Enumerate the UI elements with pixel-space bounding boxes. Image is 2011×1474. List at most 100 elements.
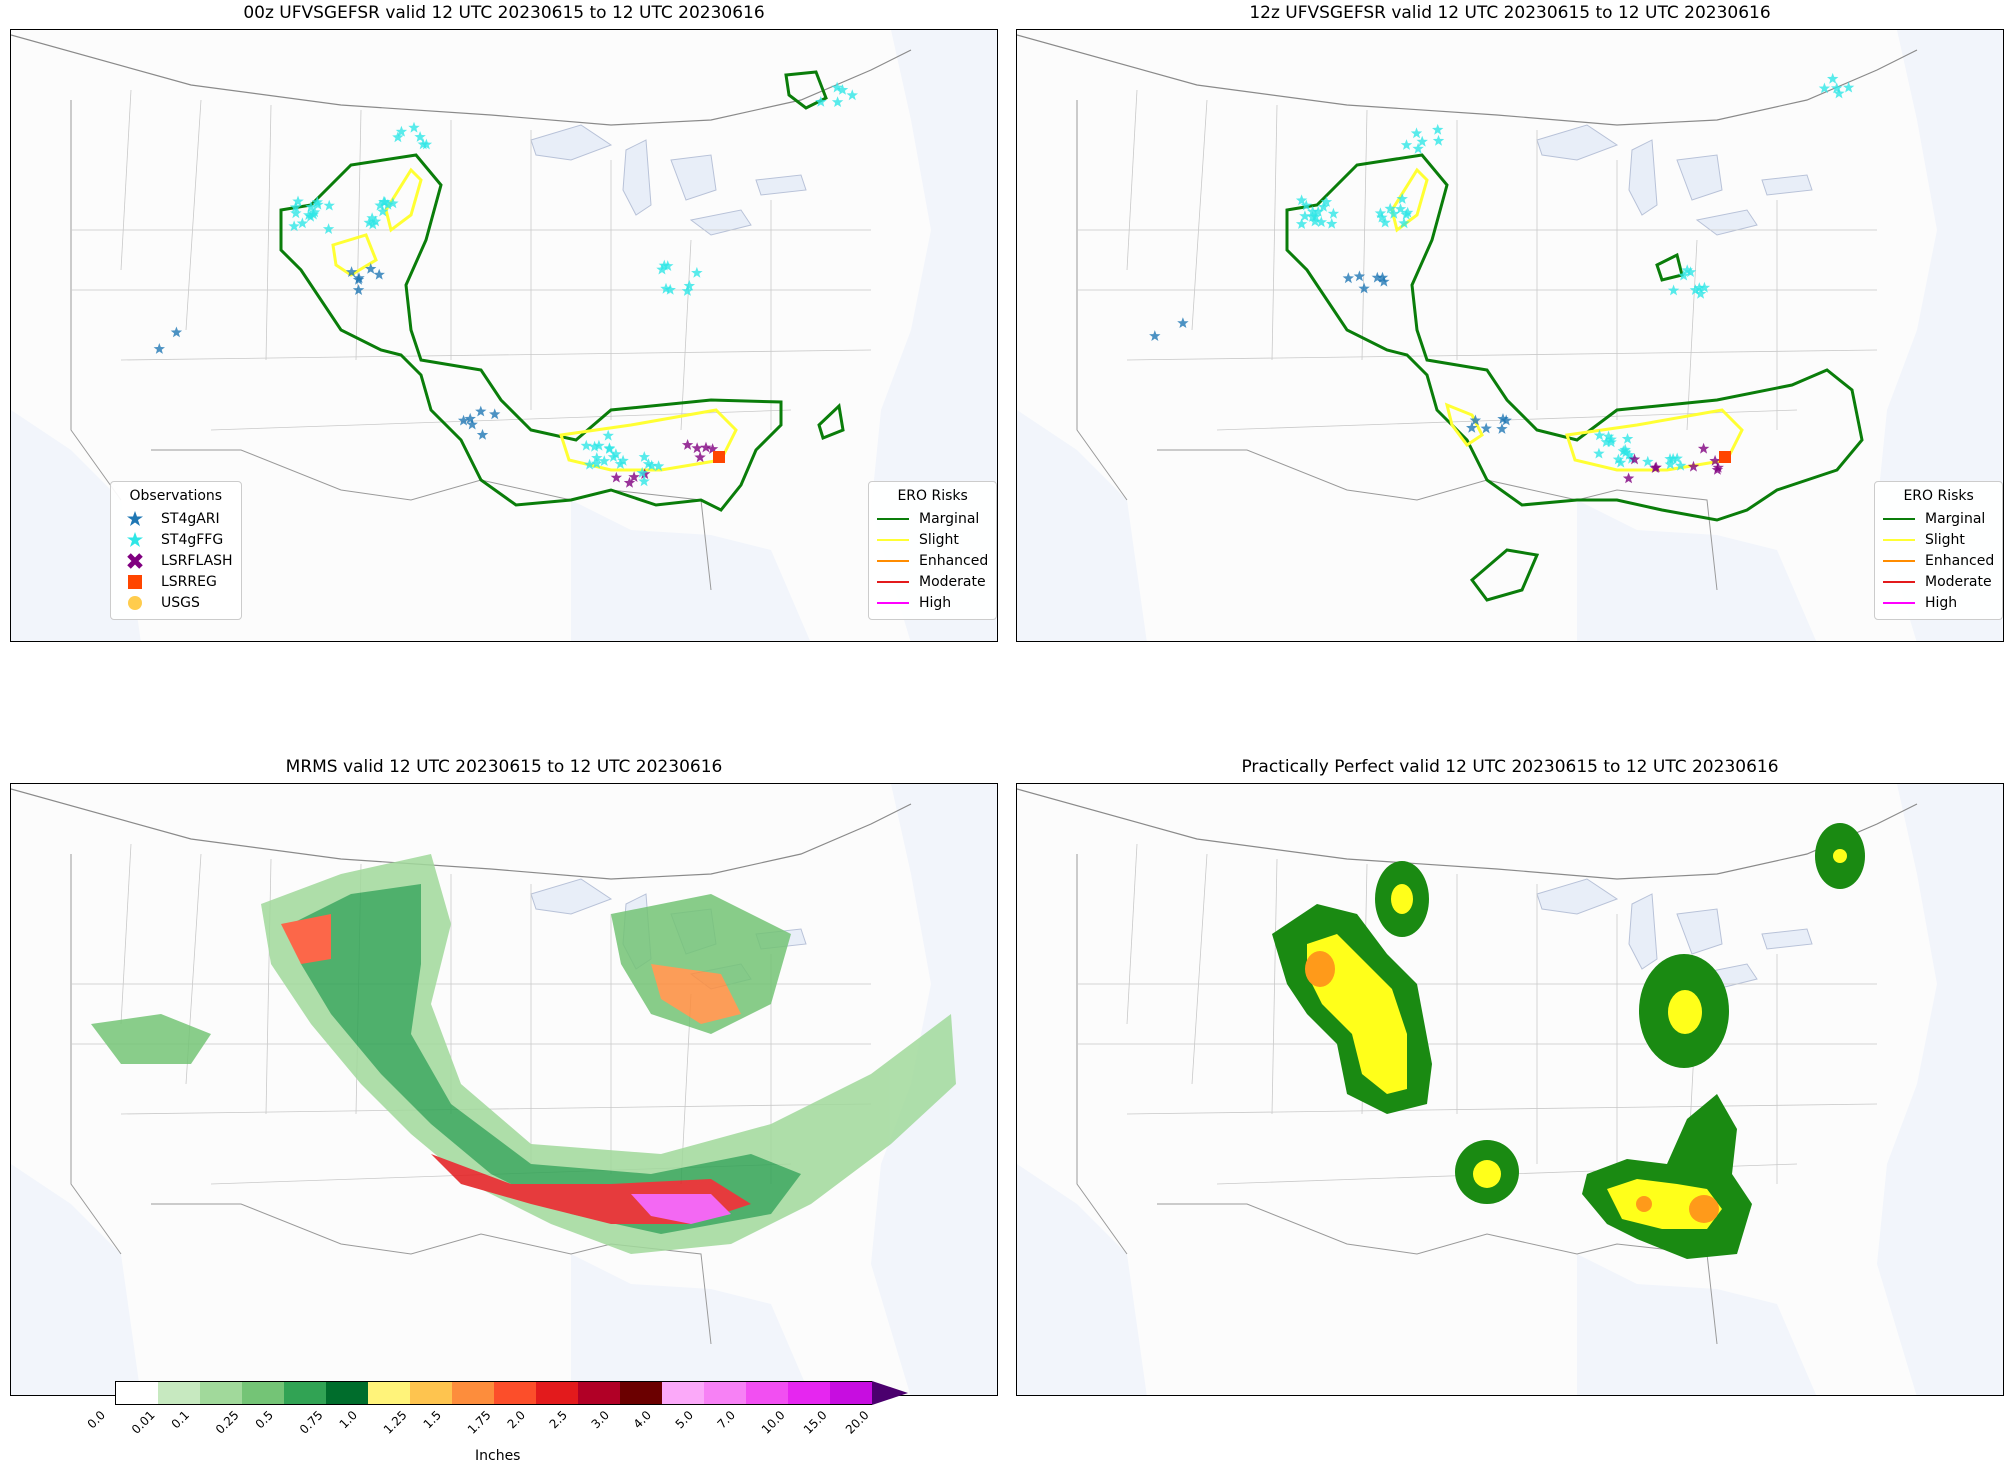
observation-star — [1300, 199, 1312, 211]
marginal-contour-gulf — [1469, 548, 1540, 602]
observation-star — [1177, 317, 1189, 328]
ocean — [11, 1164, 141, 1395]
observation-star — [1432, 123, 1444, 135]
colorbar-tick-label: 0.75 — [296, 1408, 326, 1437]
colorbar-tick-label: 1.0 — [336, 1408, 360, 1432]
ero-legend: ERO Risks Marginal Slight Enhanced Moder… — [1874, 481, 2004, 620]
canada-border — [11, 34, 912, 126]
lake — [1536, 878, 1619, 915]
colorbar-tick-label: 0.0 — [84, 1408, 108, 1432]
marginal-contour-east — [817, 402, 845, 440]
legend-item: USGS — [119, 592, 233, 613]
state-line — [355, 109, 362, 361]
observation-markers — [1149, 72, 1855, 484]
map-frame — [10, 783, 998, 1396]
colorbar-tick-label: 1.25 — [380, 1408, 410, 1437]
observation-star — [1410, 127, 1423, 139]
observation-star — [296, 217, 309, 229]
observation-star — [681, 285, 694, 296]
observation-star — [1307, 205, 1319, 217]
observation-star — [607, 451, 620, 462]
observation-star — [365, 263, 377, 274]
observation-star — [1398, 217, 1410, 229]
colorbar-label: Inches — [475, 1448, 521, 1464]
observation-star — [323, 199, 335, 211]
lake — [1761, 174, 1813, 196]
canada-border — [11, 788, 912, 880]
colorbar-cell — [116, 1382, 158, 1404]
legend-item: Moderate — [877, 571, 988, 592]
observation-star — [1628, 453, 1641, 465]
lsrreg-marker — [713, 451, 725, 463]
legend-item: High — [877, 592, 988, 613]
observation-star — [395, 125, 408, 137]
legend-title: Observations — [129, 488, 223, 504]
observation-star — [308, 206, 321, 218]
observation-star — [1687, 460, 1700, 472]
precip-band-mi — [611, 894, 791, 1034]
ero-overlay — [1285, 153, 1864, 602]
observation-star — [1353, 270, 1366, 282]
observation-star — [1376, 271, 1389, 283]
observation-star — [602, 429, 614, 441]
observation-star — [322, 223, 335, 234]
panel-title: 00z UFVSGEFSR valid 12 UTC 20230615 to 1… — [243, 3, 765, 23]
observation-star — [1432, 134, 1445, 146]
colorbar-tick-label: 5.0 — [672, 1408, 696, 1432]
observation-star — [379, 196, 391, 207]
observation-star — [476, 428, 489, 440]
colorbar-cell — [620, 1382, 662, 1404]
observation-star — [382, 198, 394, 210]
observation-star — [288, 220, 300, 232]
legend-item: Marginal — [1883, 508, 1994, 529]
legend-title: ERO Risks — [897, 488, 968, 504]
observation-star — [591, 457, 603, 469]
observation-star — [1600, 436, 1612, 447]
observation-star — [1466, 422, 1478, 433]
state-line — [1191, 853, 1208, 1085]
colorbar-cell — [410, 1382, 452, 1404]
colorbar-tick-label: 7.0 — [714, 1408, 738, 1432]
observation-star — [1376, 211, 1388, 223]
colorbar-extend-arrow — [872, 1381, 908, 1405]
observation-star — [1384, 202, 1396, 214]
observation-star — [345, 266, 358, 277]
observation-star — [1309, 215, 1321, 227]
observation-star — [1693, 282, 1705, 293]
colorbar-tick-label: 1.5 — [420, 1408, 444, 1432]
precip-band-low — [261, 854, 956, 1254]
observation-star — [1619, 443, 1631, 455]
observation-star — [417, 138, 429, 150]
observation-star — [1593, 429, 1606, 441]
state-line — [1126, 1103, 1878, 1115]
colorbar-cell — [200, 1382, 242, 1404]
observation-star — [610, 471, 622, 483]
observation-star — [1326, 217, 1338, 229]
state-line — [185, 99, 202, 331]
colorbar-tick-label: 0.1 — [168, 1408, 192, 1432]
colorbar-cell — [326, 1382, 368, 1404]
pp-field — [1272, 823, 1865, 1259]
observation-star — [1295, 218, 1308, 229]
colorbar-cell — [704, 1382, 746, 1404]
observation-star — [683, 279, 695, 291]
observation-star — [1623, 449, 1635, 460]
observation-star — [815, 96, 827, 107]
ocean — [1017, 410, 1147, 641]
lake — [530, 878, 613, 915]
colorbar-tick-label: 2.0 — [504, 1408, 528, 1432]
observation-star — [457, 414, 470, 426]
precip-band-wy — [281, 914, 331, 964]
pp-high — [1305, 951, 1719, 1223]
observation-star — [1299, 210, 1311, 221]
observation-star — [1402, 206, 1414, 218]
observation-star — [846, 89, 858, 101]
lake — [622, 139, 652, 216]
lake — [755, 174, 807, 196]
observation-star — [642, 458, 655, 469]
observation-star — [831, 96, 844, 107]
observation-star — [1374, 207, 1387, 219]
observation-star — [1621, 433, 1634, 444]
observation-star — [1327, 207, 1340, 219]
observation-star — [1412, 142, 1424, 154]
